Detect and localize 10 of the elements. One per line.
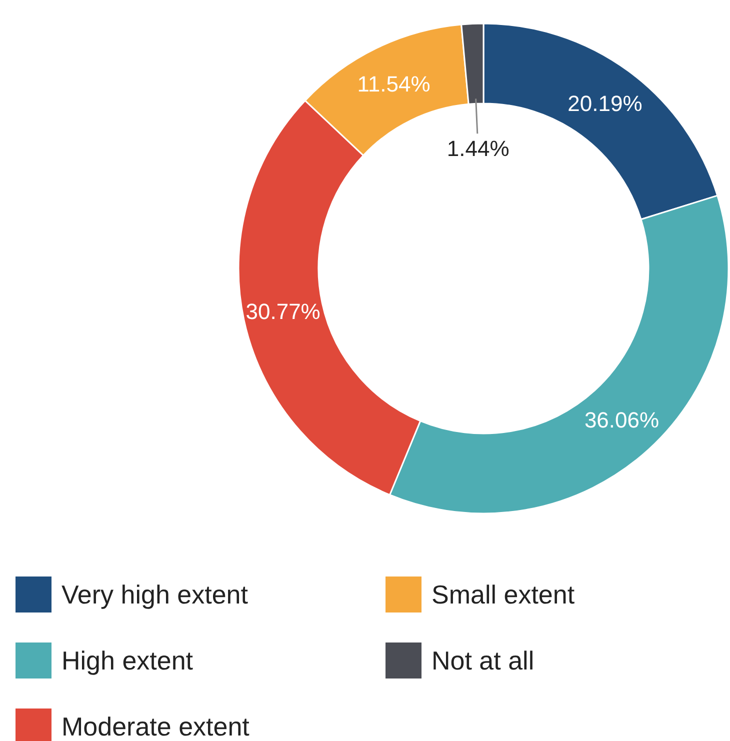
legend-label: Very high extent [62,580,249,610]
data-label: 1.44% [446,136,510,162]
legend-label: Small extent [432,580,576,610]
data-label: 30.77% [246,299,320,324]
legend-label: High extent [62,646,194,676]
legend-label: Not at all [432,646,534,676]
data-label: 11.54% [357,72,430,97]
legend-label: Moderate extent [62,712,250,741]
data-label: 20.19% [568,90,642,116]
data-label: 36.06% [584,407,660,432]
